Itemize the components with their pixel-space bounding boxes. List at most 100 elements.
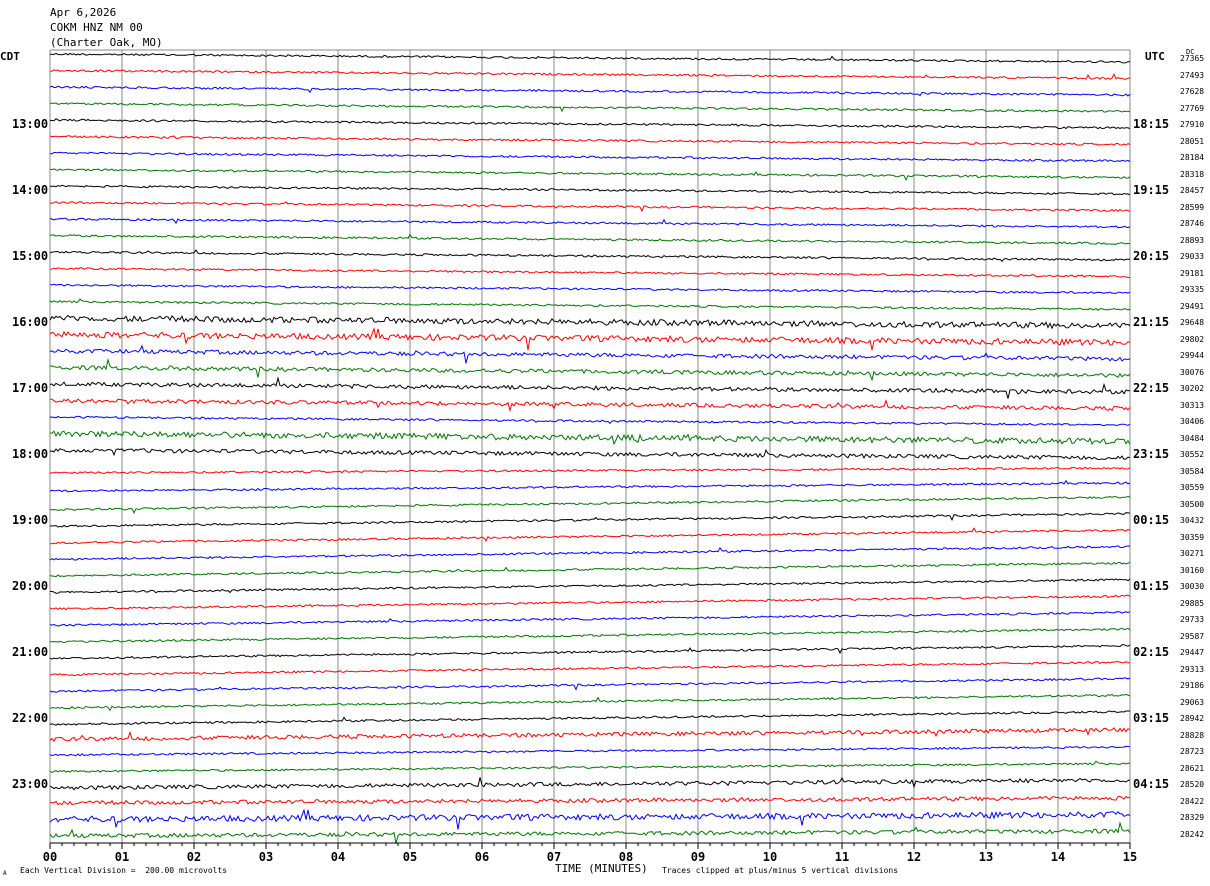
- trace-line-7: [49, 168, 1131, 181]
- right-time-label: 00:15: [1133, 513, 1170, 527]
- trace-line-6: [49, 151, 1131, 163]
- left-time-label: 20:00: [12, 579, 49, 593]
- right-time-label: 22:15: [1133, 381, 1170, 395]
- right-time-label: 18:15: [1133, 117, 1170, 131]
- right-time-label: 23:15: [1133, 447, 1170, 461]
- trace-line-31: [49, 561, 1131, 578]
- dc-offset-label: 28746: [1180, 219, 1205, 228]
- dc-offset-label: 30584: [1180, 466, 1205, 476]
- right-time-label: 03:15: [1133, 711, 1170, 725]
- trace-line-15: [49, 298, 1131, 311]
- x-tick-label: 11: [834, 850, 850, 864]
- dc-offset-label: 29648: [1180, 318, 1205, 327]
- trace-line-13: [49, 267, 1131, 278]
- x-tick-label: 05: [402, 850, 418, 864]
- x-tick-label: 02: [186, 850, 202, 864]
- x-tick-label: 13: [978, 850, 994, 864]
- trace-line-9: [49, 201, 1131, 213]
- dc-offset-label: 28051: [1180, 136, 1205, 146]
- dc-offset-label: 29587: [1180, 631, 1205, 641]
- left-time-label: 13:00: [12, 117, 49, 131]
- left-time-label: 23:00: [12, 777, 49, 791]
- dc-offset-label: 28520: [1180, 780, 1205, 789]
- trace-line-2: [49, 85, 1131, 97]
- right-time-label: 19:15: [1133, 183, 1170, 197]
- dc-offset-label: 27628: [1180, 87, 1205, 96]
- dc-offset-label: 28457: [1180, 186, 1205, 195]
- dc-offset-label: 28621: [1180, 763, 1205, 773]
- trace-line-20: [49, 376, 1131, 399]
- dc-offset-label: 29063: [1180, 697, 1205, 707]
- dc-offset-label: 29181: [1180, 268, 1205, 278]
- dc-offset-label: 28184: [1180, 153, 1205, 162]
- dc-offset-label: 29733: [1180, 615, 1205, 624]
- dc-offset-label: 30160: [1180, 565, 1205, 575]
- trace-line-4: [49, 118, 1131, 130]
- dc-offset-label: 29491: [1180, 301, 1205, 311]
- trace-line-41: [49, 727, 1131, 742]
- dc-offset-label: 29033: [1180, 252, 1205, 261]
- left-time-label: 18:00: [12, 447, 49, 461]
- trace-line-29: [49, 527, 1131, 545]
- x-tick-label: 06: [474, 850, 490, 864]
- trace-line-45: [49, 795, 1131, 806]
- trace-line-33: [49, 594, 1131, 611]
- left-time-label: 21:00: [12, 645, 49, 659]
- trace-line-14: [49, 283, 1131, 294]
- trace-line-22: [49, 415, 1131, 427]
- right-timezone-label: UTC: [1145, 50, 1165, 63]
- dc-offset-label: 28893: [1180, 235, 1205, 245]
- footer-mark: A: [3, 870, 7, 877]
- dc-offset-label: 30359: [1180, 532, 1205, 542]
- dc-offset-label: 27493: [1180, 70, 1205, 80]
- dc-offset-label: 30202: [1180, 384, 1205, 393]
- left-time-label: 16:00: [12, 315, 49, 329]
- x-tick-label: 04: [330, 850, 346, 864]
- dc-offset-label: 30406: [1180, 417, 1205, 426]
- trace-line-38: [49, 677, 1131, 693]
- x-tick-label: 15: [1122, 850, 1138, 864]
- trace-line-5: [49, 135, 1131, 146]
- right-time-label: 01:15: [1133, 579, 1170, 593]
- dc-offset-label: 30076: [1180, 367, 1205, 377]
- dc-offset-label: 29186: [1180, 681, 1205, 690]
- dc-offset-label: 28942: [1180, 714, 1205, 723]
- trace-line-46: [49, 808, 1131, 830]
- trace-line-40: [49, 710, 1131, 726]
- dc-column-label: DC: [1186, 48, 1195, 56]
- header-station: COKM HNZ NM 00: [50, 21, 143, 34]
- x-tick-label: 01: [114, 850, 130, 864]
- seismic-traces: [49, 52, 1131, 844]
- dc-offset-label: 29335: [1180, 285, 1205, 294]
- left-time-label: 15:00: [12, 249, 49, 263]
- left-time-label: 19:00: [12, 513, 49, 527]
- x-tick-label: 07: [546, 850, 562, 864]
- x-tick-label: 03: [258, 850, 274, 864]
- trace-line-17: [49, 327, 1131, 351]
- trace-line-26: [49, 479, 1131, 493]
- header-location: (Charter Oak, MO): [50, 36, 163, 49]
- x-tick-label: 09: [690, 850, 706, 864]
- trace-line-23: [49, 430, 1131, 446]
- right-time-label: 04:15: [1133, 777, 1170, 791]
- trace-line-18: [49, 344, 1131, 364]
- trace-line-0: [50, 52, 1131, 64]
- x-axis-ticks: [49, 842, 1131, 849]
- trace-line-42: [49, 745, 1131, 757]
- dc-offset-label: 30500: [1180, 499, 1205, 509]
- footer-clip-note: Traces clipped at plus/minus 5 vertical …: [662, 866, 899, 875]
- right-time-label: 02:15: [1133, 645, 1170, 659]
- dc-offset-label: 28723: [1180, 747, 1205, 756]
- trace-line-32: [49, 578, 1131, 594]
- x-tick-label: 08: [618, 850, 634, 864]
- dc-offset-label: 30484: [1180, 433, 1205, 443]
- trace-line-11: [49, 233, 1131, 245]
- right-time-label: 20:15: [1133, 249, 1170, 263]
- dc-offset-label: 30559: [1180, 483, 1205, 492]
- dc-offset-label: 27910: [1180, 120, 1205, 129]
- dc-offset-label: 28318: [1180, 169, 1205, 179]
- dc-offset-label: 30271: [1180, 549, 1205, 558]
- trace-line-28: [49, 512, 1131, 528]
- trace-line-21: [49, 398, 1131, 413]
